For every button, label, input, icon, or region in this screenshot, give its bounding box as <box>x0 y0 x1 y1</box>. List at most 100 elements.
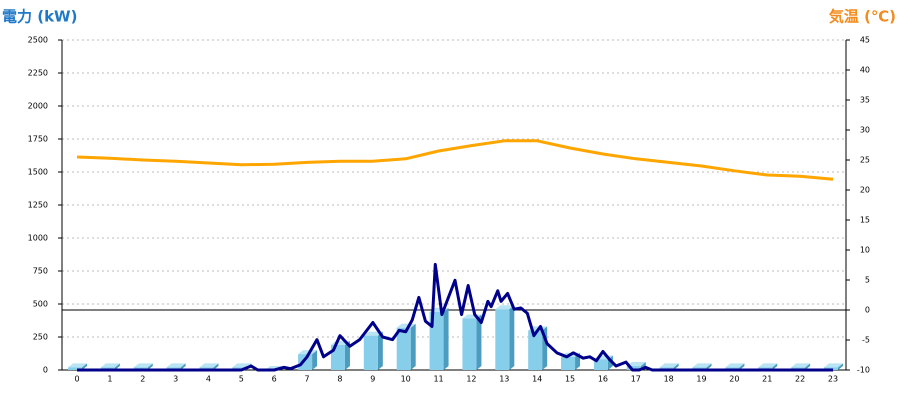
bar <box>298 350 318 370</box>
x-tick-label: 18 <box>664 375 674 384</box>
bar-face <box>593 359 608 370</box>
x-tick-label: 13 <box>499 375 509 384</box>
y-tick-label: 2000 <box>28 102 48 111</box>
bar-face <box>199 363 219 368</box>
x-tick-label: 6 <box>272 375 277 384</box>
bar-face <box>706 363 712 370</box>
x-tick-label: 1 <box>107 375 112 384</box>
x-tick-label: 8 <box>337 375 342 384</box>
x-tick-label: 9 <box>370 375 375 384</box>
bar-face <box>838 363 844 370</box>
bar-face <box>495 309 510 370</box>
bar-face <box>758 363 778 368</box>
bar <box>495 305 515 370</box>
y-tick-label: 1000 <box>28 234 48 243</box>
x-tick-label: 0 <box>74 375 79 384</box>
x-tick-label: 7 <box>305 375 310 384</box>
x-tick-label: 12 <box>466 375 476 384</box>
bar-face <box>147 363 153 370</box>
y2-tick-label: 35 <box>860 96 870 105</box>
bar-face <box>363 335 378 370</box>
x-tick-label: 22 <box>795 375 805 384</box>
bar-face <box>739 363 745 370</box>
bar <box>68 363 87 370</box>
y2-tick-label: 0 <box>865 306 870 315</box>
bar-face <box>626 366 641 370</box>
bar-face <box>377 331 383 370</box>
y2-tick-label: 25 <box>860 156 870 165</box>
y2-tick-label: 40 <box>860 66 870 75</box>
bar-face <box>344 340 350 370</box>
bar-face <box>298 350 318 355</box>
y-tick-label: 0 <box>43 366 48 375</box>
bar-face <box>298 354 313 370</box>
y-tick-label: 750 <box>33 267 48 276</box>
bar-face <box>805 363 811 370</box>
bar-face <box>68 363 87 368</box>
bar-face <box>114 363 120 370</box>
x-tick-label: 2 <box>140 375 145 384</box>
line <box>77 262 834 372</box>
x-tick-label: 5 <box>239 375 244 384</box>
y2-tick-label: -5 <box>862 336 870 345</box>
x-tick-label: 16 <box>598 375 608 384</box>
y2-tick-label: 5 <box>865 276 870 285</box>
bar-face <box>673 363 679 370</box>
x-tick-label: 15 <box>565 375 575 384</box>
x-tick-label: 21 <box>762 375 772 384</box>
x-tick-label: 19 <box>696 375 706 384</box>
bar-face <box>495 305 515 310</box>
bar-face <box>443 307 449 370</box>
y-tick-label: 2250 <box>28 69 48 78</box>
bar-face <box>561 356 576 370</box>
bar-face <box>100 363 120 368</box>
x-tick-label: 10 <box>401 375 411 384</box>
y-tick-label: 1500 <box>28 168 48 177</box>
x-tick-label: 11 <box>433 375 443 384</box>
x-tick-label: 20 <box>729 375 739 384</box>
y2-tick-label: 45 <box>860 36 870 45</box>
y2-tick-label: 20 <box>860 186 870 195</box>
bar <box>363 331 383 370</box>
x-tick-label: 3 <box>173 375 178 384</box>
y-tick-label: 1250 <box>28 201 48 210</box>
y-axis-title: 電力 (kW) <box>2 8 77 26</box>
y2-tick-label: 10 <box>860 246 870 255</box>
bar-face <box>725 363 745 368</box>
bar-face <box>692 363 712 368</box>
x-tick-label: 23 <box>828 375 838 384</box>
bar-face <box>180 363 186 370</box>
bar-face <box>312 350 318 370</box>
bar-face <box>626 362 646 367</box>
bar-face <box>213 363 219 370</box>
x-tick-label: 17 <box>631 375 641 384</box>
bar <box>462 314 482 370</box>
bar-face <box>476 314 482 370</box>
bar-face <box>410 323 416 370</box>
bar-face <box>509 305 515 370</box>
bar-face <box>166 363 186 368</box>
y2-tick-label: 30 <box>860 126 870 135</box>
y2-tick-label: 15 <box>860 216 870 225</box>
x-tick-label: 4 <box>206 375 211 384</box>
bar-face <box>791 363 811 368</box>
bar <box>396 323 416 370</box>
y-tick-label: 250 <box>33 333 48 342</box>
bar-face <box>396 327 411 370</box>
line <box>76 139 834 181</box>
bar-face <box>133 363 153 368</box>
y-tick-label: 1750 <box>28 135 48 144</box>
bar-face <box>82 363 87 370</box>
y2-axis-title: 気温 (℃) <box>829 8 896 26</box>
y-tick-label: 2500 <box>28 36 48 45</box>
bar-face <box>528 330 543 370</box>
bar-face <box>462 318 477 370</box>
bar-face <box>68 367 82 370</box>
y-tick-label: 500 <box>33 300 48 309</box>
x-tick-label: 14 <box>532 375 542 384</box>
y2-tick-label: -10 <box>857 366 870 375</box>
bar-face <box>772 363 778 370</box>
bar-face <box>824 363 844 368</box>
bar-face <box>659 363 679 368</box>
